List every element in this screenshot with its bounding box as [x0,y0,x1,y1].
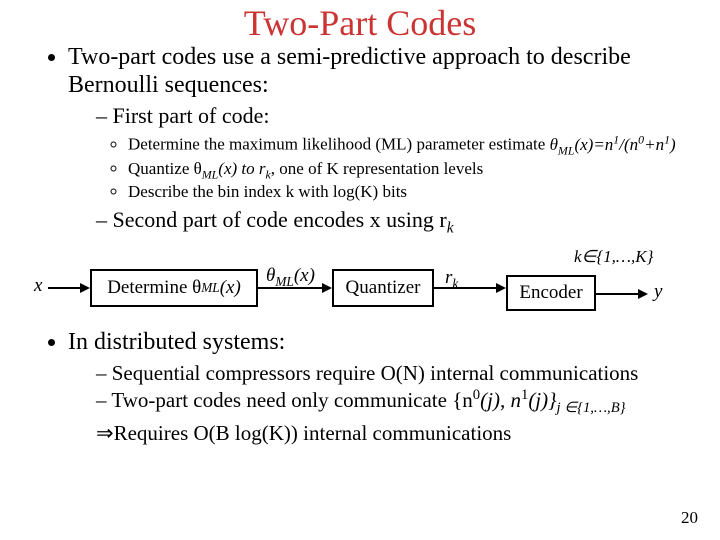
box1-end: (x) [220,277,241,299]
sub1a-mid: /(n [619,135,638,154]
ml-sub-2: ML [202,167,219,181]
ml-sub-1: ML [558,144,575,158]
sub1b-end: , one of K representation levels [271,159,483,178]
bullet-2-text: In distributed systems: [68,329,285,355]
second-part-k: k [447,219,454,236]
bullet-list-1: Two-part codes use a semi-predictive app… [28,44,702,237]
mid-theta: θ [266,265,275,286]
y-label: y [654,281,662,303]
slide-title: Two-Part Codes [18,2,702,44]
dist2-mid2: (j)} [528,388,556,412]
box-determine: Determine θML(x) [90,269,258,307]
x-label: x [34,275,42,297]
arrow-4-line [596,293,640,295]
dash-list-1: First part of code: [68,103,702,128]
sub1a-pre: Determine the maximum likelihood (ML) pa… [128,135,550,154]
bullet-2: In distributed systems: Sequential compr… [68,329,702,445]
dist2-mid1: (j), n [480,388,521,412]
arrow-4-head [638,289,648,299]
arrow-3-head [496,283,506,293]
dist2-sub: j ∈{1,…,B} [557,400,626,416]
sub1a-plus: +n [644,135,664,154]
sub1a-end: ) [670,135,676,154]
mid-end: (x) [294,265,315,286]
dist3-text: Requires O(B log(K)) internal communicat… [114,421,512,445]
first-part-text: First part of code: [113,103,270,128]
arrow-1-head [80,283,90,293]
first-part: First part of code: [96,103,702,128]
sub-list-1: Determine the maximum likelihood (ML) pa… [112,132,702,202]
second-part-pre: Second part of code encodes x using r [113,207,447,232]
dist3-line: ⇒Requires O(B log(K)) internal communica… [96,421,702,445]
sub1b-pre: Quantize θ [128,159,202,178]
arrow-3-line [434,287,498,289]
k-range-label: k∈{1,…,K} [574,247,653,267]
page-number: 20 [681,508,698,528]
box-quantizer: Quantizer [332,269,434,307]
sub1a: Determine the maximum likelihood (ML) pa… [128,132,702,157]
dist2-pre: Two-part codes need only communicate {n [111,388,472,412]
implies-icon: ⇒ [96,421,114,445]
block-diagram: x Determine θML(x) θML(x) Quantizer rk E… [18,241,702,323]
sub1a-r1: (x)=n [574,135,613,154]
box1-text: Determine θ [107,277,201,299]
box1-ml: ML [201,280,219,296]
dist1: Sequential compressors require O(N) inte… [96,361,702,385]
second-part: Second part of code encodes x using rk [96,207,702,237]
sub1c: Describe the bin index k with log(K) bit… [128,182,702,202]
bullet-list-2: In distributed systems: Sequential compr… [28,329,702,445]
arrow-1-line [48,287,82,289]
bullet-1-text: Two-part codes use a semi-predictive app… [68,44,631,98]
sub1b: Quantize θML(x) to rk, one of K represen… [128,159,702,182]
theta-1: θ [550,135,558,154]
dash-list-2: Second part of code encodes x using rk [68,207,702,237]
dist2: Two-part codes need only communicate {n0… [96,387,702,417]
sub1b-mid: (x) to r [218,159,265,178]
bullet-1: Two-part codes use a semi-predictive app… [68,44,702,237]
arrow-2-head [322,283,332,293]
dash-list-3: Sequential compressors require O(N) inte… [68,361,702,417]
slide: Two-Part Codes Two-part codes use a semi… [0,2,720,540]
arrow-2-line [258,287,324,289]
box-encoder: Encoder [506,275,596,311]
